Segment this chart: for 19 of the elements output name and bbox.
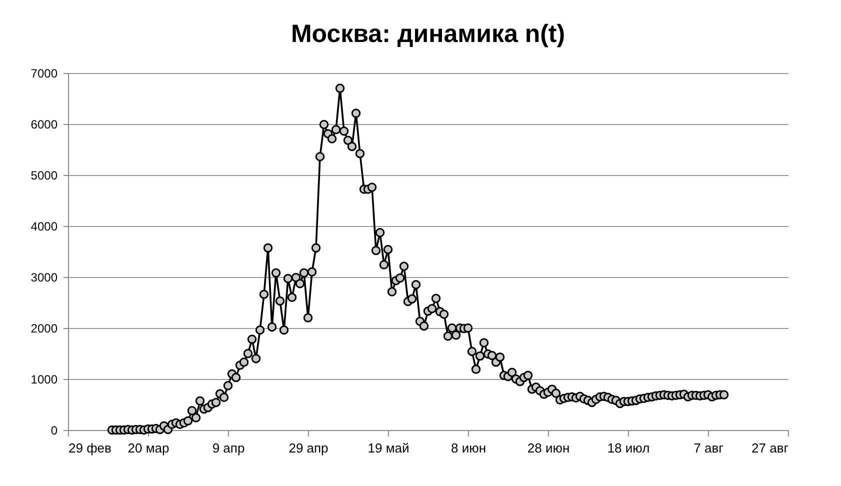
x-tick-label: 28 июн	[527, 440, 570, 456]
x-tick-label: 9 апр	[212, 440, 245, 456]
y-tick-label: 5000	[30, 168, 58, 182]
x-tick-label: 29 апр	[288, 440, 328, 456]
x-tick-label: 29 фев	[68, 440, 112, 456]
x-tick-label: 7 авг	[694, 440, 724, 456]
x-tick-label: 27 авг	[752, 440, 789, 456]
y-tick-label: 7000	[30, 66, 58, 80]
y-tick-label: 1000	[30, 372, 58, 386]
x-tick-label: 8 июн	[450, 440, 486, 456]
x-tick-label: 19 май	[368, 440, 410, 456]
y-tick-label: 3000	[30, 270, 58, 284]
x-tick-label: 20 мар	[128, 440, 170, 456]
y-tick-label: 4000	[30, 220, 58, 234]
y-tick-label: 6000	[30, 118, 58, 132]
chart-title: Москва: динамика n(t)	[290, 20, 566, 48]
x-tick-label: 18 июл	[607, 440, 650, 456]
y-tick-label: 2000	[30, 322, 58, 336]
y-tick-label: 0	[50, 424, 58, 438]
